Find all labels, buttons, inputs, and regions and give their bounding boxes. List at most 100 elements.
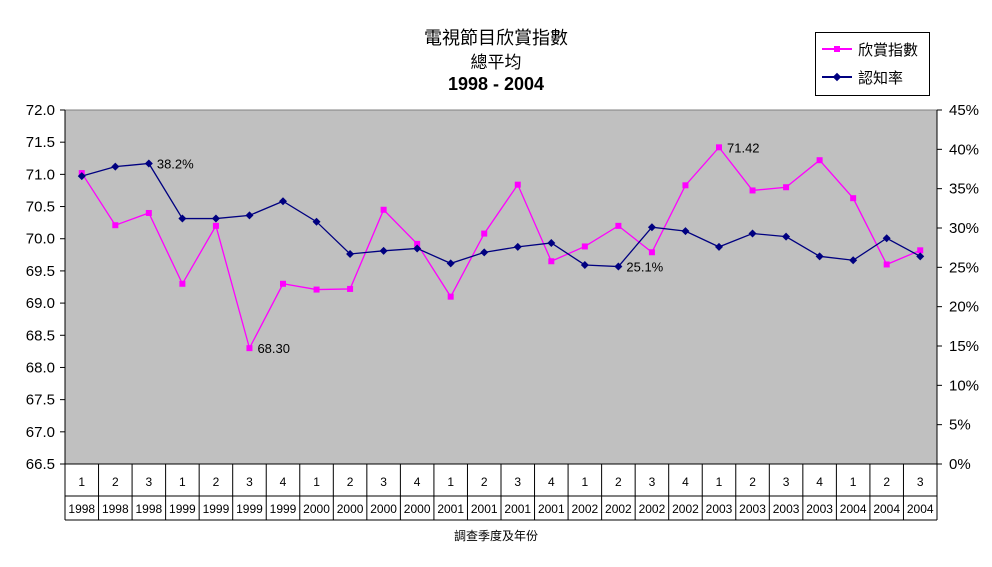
- x-tick-label-quarter: 2: [213, 475, 220, 489]
- right-axis-tick-label: 15%: [949, 338, 979, 355]
- x-tick-label-quarter: 3: [146, 475, 153, 489]
- right-axis-tick-label: 25%: [949, 259, 979, 276]
- x-tick-label-year: 2003: [739, 502, 766, 516]
- right-axis-tick-label: 35%: [949, 181, 979, 198]
- x-tick-label-quarter: 2: [883, 475, 890, 489]
- data-point-awareness: [279, 197, 287, 206]
- right-axis-tick-label: 30%: [949, 220, 979, 237]
- right-axis-tick-label: 20%: [949, 299, 979, 316]
- data-point-appreciation: [682, 182, 689, 189]
- x-tick-label-year: 1999: [203, 502, 230, 516]
- x-tick-label-year: 2002: [639, 502, 666, 516]
- data-point-awareness: [547, 238, 556, 247]
- data-point-awareness: [245, 211, 254, 220]
- x-tick-label-quarter: 3: [246, 475, 253, 489]
- data-point-appreciation: [783, 184, 790, 191]
- data-point-awareness: [111, 162, 120, 171]
- right-axis-tick-label: 45%: [949, 102, 979, 119]
- data-point-appreciation: [716, 144, 722, 151]
- data-point-awareness: [647, 223, 656, 232]
- data-point-appreciation: [615, 222, 622, 229]
- x-tick-label-quarter: 4: [280, 475, 287, 489]
- x-tick-label-year: 2003: [773, 502, 800, 516]
- left-axis-tick-label: 68.0: [26, 359, 55, 376]
- x-tick-label-quarter: 1: [313, 475, 320, 489]
- data-point-awareness: [346, 249, 355, 258]
- data-point-awareness: [211, 214, 220, 223]
- x-tick-label-quarter: 1: [582, 475, 589, 489]
- data-point-awareness: [614, 262, 623, 271]
- chart-title-line2: 總平均: [470, 53, 522, 72]
- x-tick-label-year: 1999: [236, 502, 263, 516]
- chart-title-line1: 電視節目欣賞指數: [424, 28, 568, 48]
- series-line-awareness: [81, 162, 921, 268]
- data-point-awareness: [413, 244, 422, 253]
- x-tick-label-year: 2001: [538, 502, 565, 516]
- data-point-awareness: [916, 252, 925, 261]
- legend-label-appreciation: 欣賞指數: [858, 41, 919, 59]
- x-tick-label-year: 2000: [337, 502, 364, 516]
- data-point-appreciation: [648, 249, 655, 256]
- legend-label-awareness: 認知率: [858, 69, 904, 87]
- left-axis-tick-label: 70.5: [26, 199, 55, 216]
- data-point-awareness: [882, 234, 891, 243]
- legend-swatch-awareness: [822, 71, 852, 83]
- data-point-appreciation: [112, 222, 119, 229]
- x-tick-label-quarter: 2: [749, 475, 756, 489]
- data-point-appreciation: [280, 280, 286, 287]
- data-point-appreciation: [481, 230, 488, 237]
- legend-item-awareness: 認知率: [822, 67, 903, 87]
- x-tick-label-year: 2003: [806, 502, 833, 516]
- data-point-appreciation: [447, 293, 454, 300]
- data-point-appreciation: [347, 285, 354, 292]
- x-tick-label-year: 2001: [471, 502, 498, 516]
- legend-swatch-appreciation: [822, 43, 852, 55]
- x-tick-label-year: 2001: [504, 502, 531, 516]
- x-tick-label-year: 2001: [437, 502, 464, 516]
- data-point-appreciation: [313, 286, 320, 293]
- x-tick-label-year: 2002: [605, 502, 632, 516]
- plot-area: [64, 109, 938, 465]
- data-point-appreciation: [917, 247, 924, 254]
- x-tick-label-quarter: 4: [816, 475, 823, 489]
- left-axis-tick-label: 70.0: [26, 231, 55, 248]
- x-tick-label-year: 2000: [303, 502, 330, 516]
- x-tick-label-year: 2004: [840, 502, 867, 516]
- data-point-appreciation: [380, 206, 387, 213]
- right-axis-tick-label: 5%: [949, 417, 971, 434]
- data-point-appreciation: [246, 345, 253, 352]
- x-tick-label-year: 2000: [404, 502, 431, 516]
- data-point-awareness: [513, 242, 522, 251]
- x-tick-label-quarter: 2: [615, 475, 622, 489]
- left-axis-tick-label: 67.5: [26, 392, 55, 409]
- data-point-awareness: [379, 246, 388, 255]
- x-tick-label-year: 1999: [169, 502, 196, 516]
- data-point-appreciation: [816, 157, 823, 164]
- x-tick-label-quarter: 4: [414, 475, 421, 489]
- x-tick-label-quarter: 3: [514, 475, 521, 489]
- chart-legend: 欣賞指數 認知率: [815, 32, 930, 96]
- data-point-appreciation: [850, 195, 857, 202]
- x-tick-label-year: 1998: [68, 502, 95, 516]
- x-axis-title: 調查季度及年份: [453, 529, 538, 543]
- data-point-appreciation: [548, 258, 555, 265]
- data-label: 25.1%: [626, 260, 663, 275]
- left-axis-tick-label: 69.5: [26, 263, 55, 280]
- left-axis-tick-label: 72.0: [26, 102, 55, 119]
- x-tick-label-quarter: 2: [347, 475, 354, 489]
- data-point-appreciation: [749, 187, 756, 194]
- data-point-awareness: [815, 252, 824, 261]
- right-axis-tick-label: 10%: [949, 377, 979, 394]
- x-tick-label-year: 2004: [907, 502, 934, 516]
- x-tick-label-quarter: 3: [917, 475, 924, 489]
- data-point-awareness: [580, 260, 589, 269]
- right-axis-tick-label: 40%: [949, 141, 979, 158]
- x-tick-label-quarter: 1: [179, 475, 186, 489]
- left-axis-tick-label: 68.5: [26, 327, 55, 344]
- x-tick-label-year: 1998: [135, 502, 162, 516]
- data-point-awareness: [77, 172, 86, 181]
- x-tick-label-quarter: 3: [380, 475, 387, 489]
- data-label: 38.2%: [157, 156, 194, 171]
- data-point-awareness: [849, 256, 858, 265]
